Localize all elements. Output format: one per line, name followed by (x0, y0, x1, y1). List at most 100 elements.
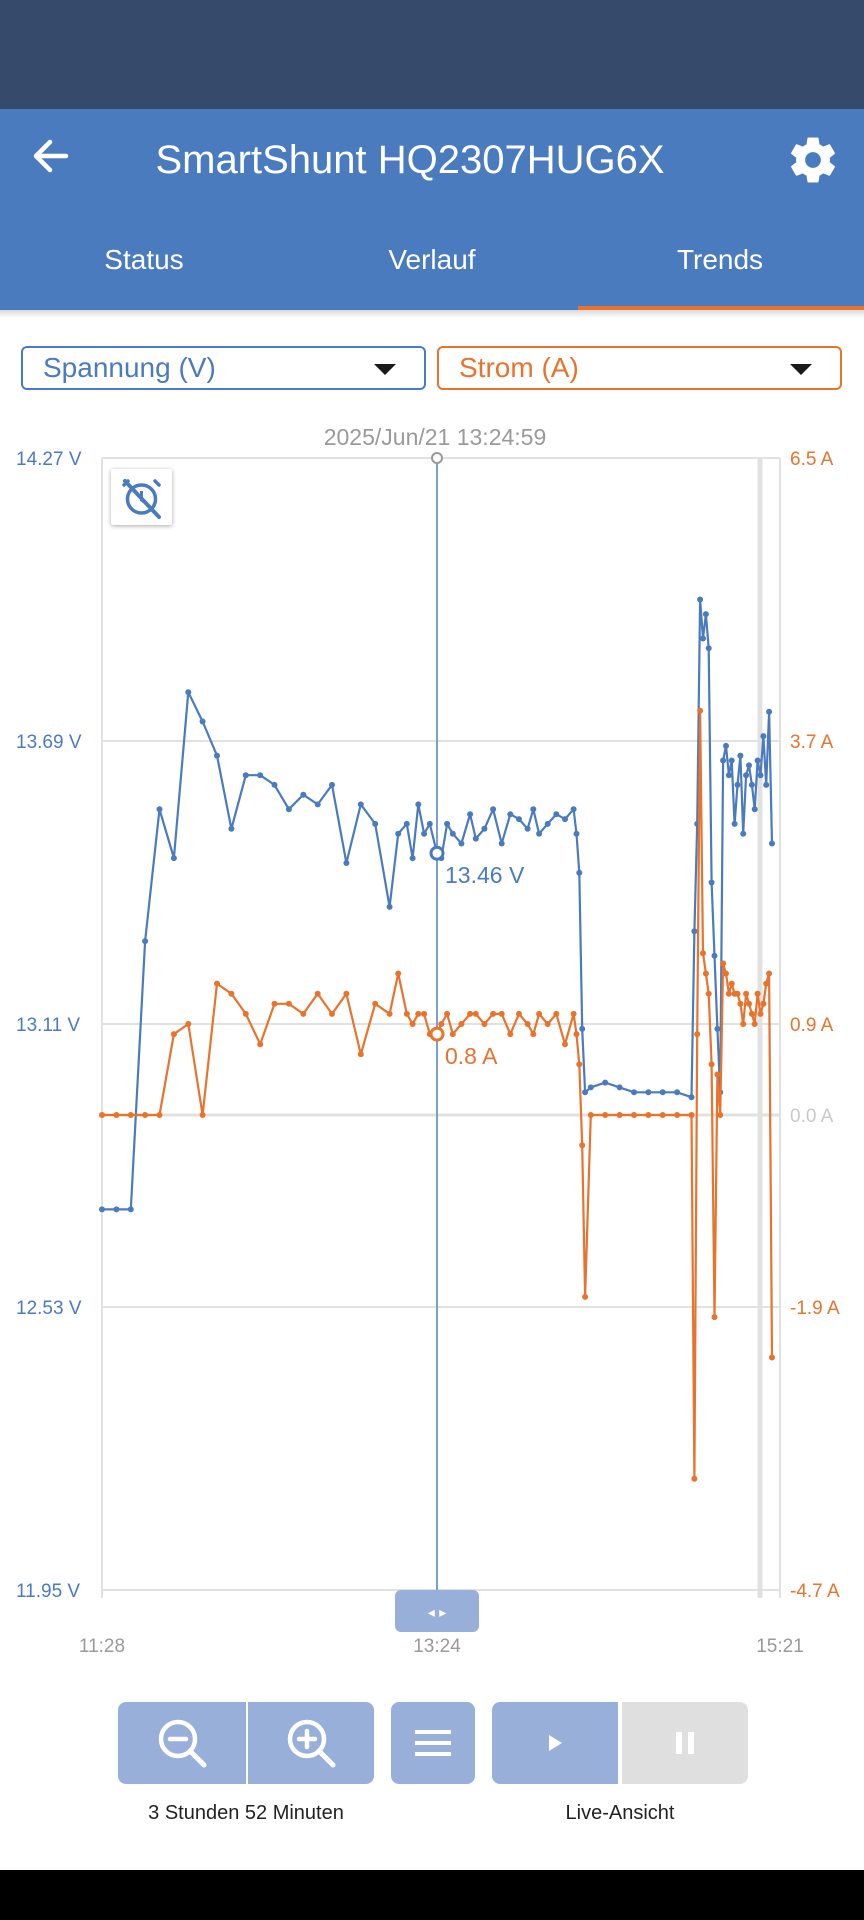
current-data-point (458, 1021, 465, 1027)
pause-icon (676, 1732, 694, 1754)
current-data-point (691, 1475, 698, 1482)
current-data-point (490, 1010, 497, 1017)
current-data-point (751, 1021, 758, 1027)
chevron-down-icon (374, 364, 396, 375)
cursor-timestamp: 2025/Jun/21 13:24:59 (324, 424, 547, 450)
voltage-data-point (631, 1089, 637, 1096)
current-data-point (769, 1354, 775, 1361)
voltage-data-point (449, 830, 456, 837)
current-data-point (740, 1021, 747, 1027)
current-data-point (170, 1031, 177, 1038)
current-data-point (688, 1112, 695, 1118)
voltage-data-point (587, 1084, 594, 1091)
voltage-data-point (271, 781, 278, 788)
current-data-point (329, 1010, 335, 1017)
current-data-point (757, 1010, 764, 1017)
auto-scroll-toggle[interactable] (111, 469, 172, 525)
voltage-data-point (329, 781, 335, 788)
current-data-point (156, 1112, 163, 1118)
y-left-tick-label: 14.27 V (16, 449, 82, 470)
current-data-point (271, 1000, 278, 1007)
current-data-point (553, 1010, 560, 1017)
current-data-point (723, 970, 729, 977)
voltage-data-point (257, 772, 264, 779)
cursor-handle-top[interactable] (431, 452, 443, 464)
play-button[interactable] (492, 1702, 618, 1784)
voltage-data-point (372, 820, 379, 827)
y-right-tick-label: 0.0 A (790, 1106, 834, 1127)
current-data-point (544, 1021, 551, 1027)
x-axis-labels: 11:28 13:24 15:21 (79, 1636, 804, 1657)
current-data-point (659, 1112, 666, 1118)
current-data-point (467, 1010, 474, 1017)
current-data-point (228, 990, 235, 997)
voltage-data-point (757, 772, 764, 779)
voltage-data-point (708, 879, 715, 886)
tab-status[interactable]: Status (104, 244, 184, 275)
current-data-point (403, 1010, 410, 1017)
voltage-data-point (645, 1089, 652, 1096)
current-data-point (616, 1112, 623, 1118)
system-navigation-bar (0, 1870, 864, 1920)
tab-verlauf[interactable]: Verlauf (388, 244, 476, 275)
zoom-in-icon (287, 1719, 336, 1768)
tab-trends[interactable]: Trends (676, 244, 764, 275)
current-series-select[interactable]: Strom (A) (437, 346, 842, 390)
current-data-point (717, 1112, 724, 1118)
chart-cursor[interactable]: ◂ ▸ 13.46 V 0.8 A (395, 452, 525, 1632)
current-data-point (357, 1051, 364, 1058)
y-right-tick-label: -4.7 A (790, 1581, 840, 1602)
current-data-point (702, 970, 709, 977)
active-tab-indicator (578, 306, 864, 310)
current-data-point (763, 980, 770, 987)
voltage-data-point (702, 611, 709, 618)
current-data-point (700, 950, 706, 957)
voltage-data-point (731, 820, 738, 827)
trend-chart[interactable]: 2025/Jun/21 13:24:59 14.27 V 13.69 V 13.11… (0, 420, 864, 1670)
voltage-data-point (142, 938, 149, 945)
system-status-bar (0, 0, 864, 109)
current-data-point (449, 1031, 456, 1038)
current-data-point (582, 1293, 589, 1300)
voltage-data-point (754, 757, 761, 764)
voltage-data-point (725, 772, 732, 779)
current-select-value: Strom (A) (459, 352, 579, 383)
current-data-point (674, 1112, 681, 1118)
current-data-point (113, 1112, 120, 1118)
current-data-point (746, 1000, 752, 1007)
current-data-point (530, 1031, 537, 1038)
voltage-data-point (602, 1079, 609, 1086)
voltage-series-select[interactable]: Spannung (V) (21, 346, 426, 390)
voltage-data-point (691, 928, 698, 935)
current-data-point (734, 990, 741, 997)
play-icon (549, 1735, 562, 1751)
current-data-point (631, 1112, 637, 1118)
current-data-point (536, 1010, 543, 1017)
menu-button[interactable] (391, 1702, 475, 1784)
zoom-in-button[interactable] (248, 1702, 374, 1784)
current-data-point (587, 1112, 594, 1118)
cursor-drag-handle[interactable] (395, 1590, 479, 1632)
voltage-data-point (544, 820, 551, 827)
settings-button[interactable] (786, 133, 840, 187)
back-button[interactable] (22, 128, 78, 184)
current-data-point (242, 1010, 249, 1017)
current-data-point (602, 1112, 609, 1118)
current-data-point (743, 990, 750, 997)
current-data-point (711, 1314, 718, 1321)
current-data-point (372, 1000, 379, 1007)
current-data-point (415, 1010, 422, 1017)
voltage-data-point (156, 806, 163, 813)
current-data-point (257, 1041, 264, 1048)
voltage-data-point (769, 840, 775, 847)
zoom-out-button[interactable] (118, 1702, 246, 1784)
voltage-data-point (711, 952, 718, 959)
current-data-point (562, 1041, 568, 1048)
voltage-data-point (228, 825, 235, 832)
y-right-tick-label: 0.9 A (790, 1015, 834, 1036)
y-left-tick-label: 12.53 V (16, 1298, 82, 1319)
pause-button[interactable] (622, 1702, 748, 1784)
arrow-left-icon (33, 139, 69, 173)
current-data-point (199, 1112, 206, 1118)
y-left-tick-label: 13.69 V (16, 732, 82, 753)
